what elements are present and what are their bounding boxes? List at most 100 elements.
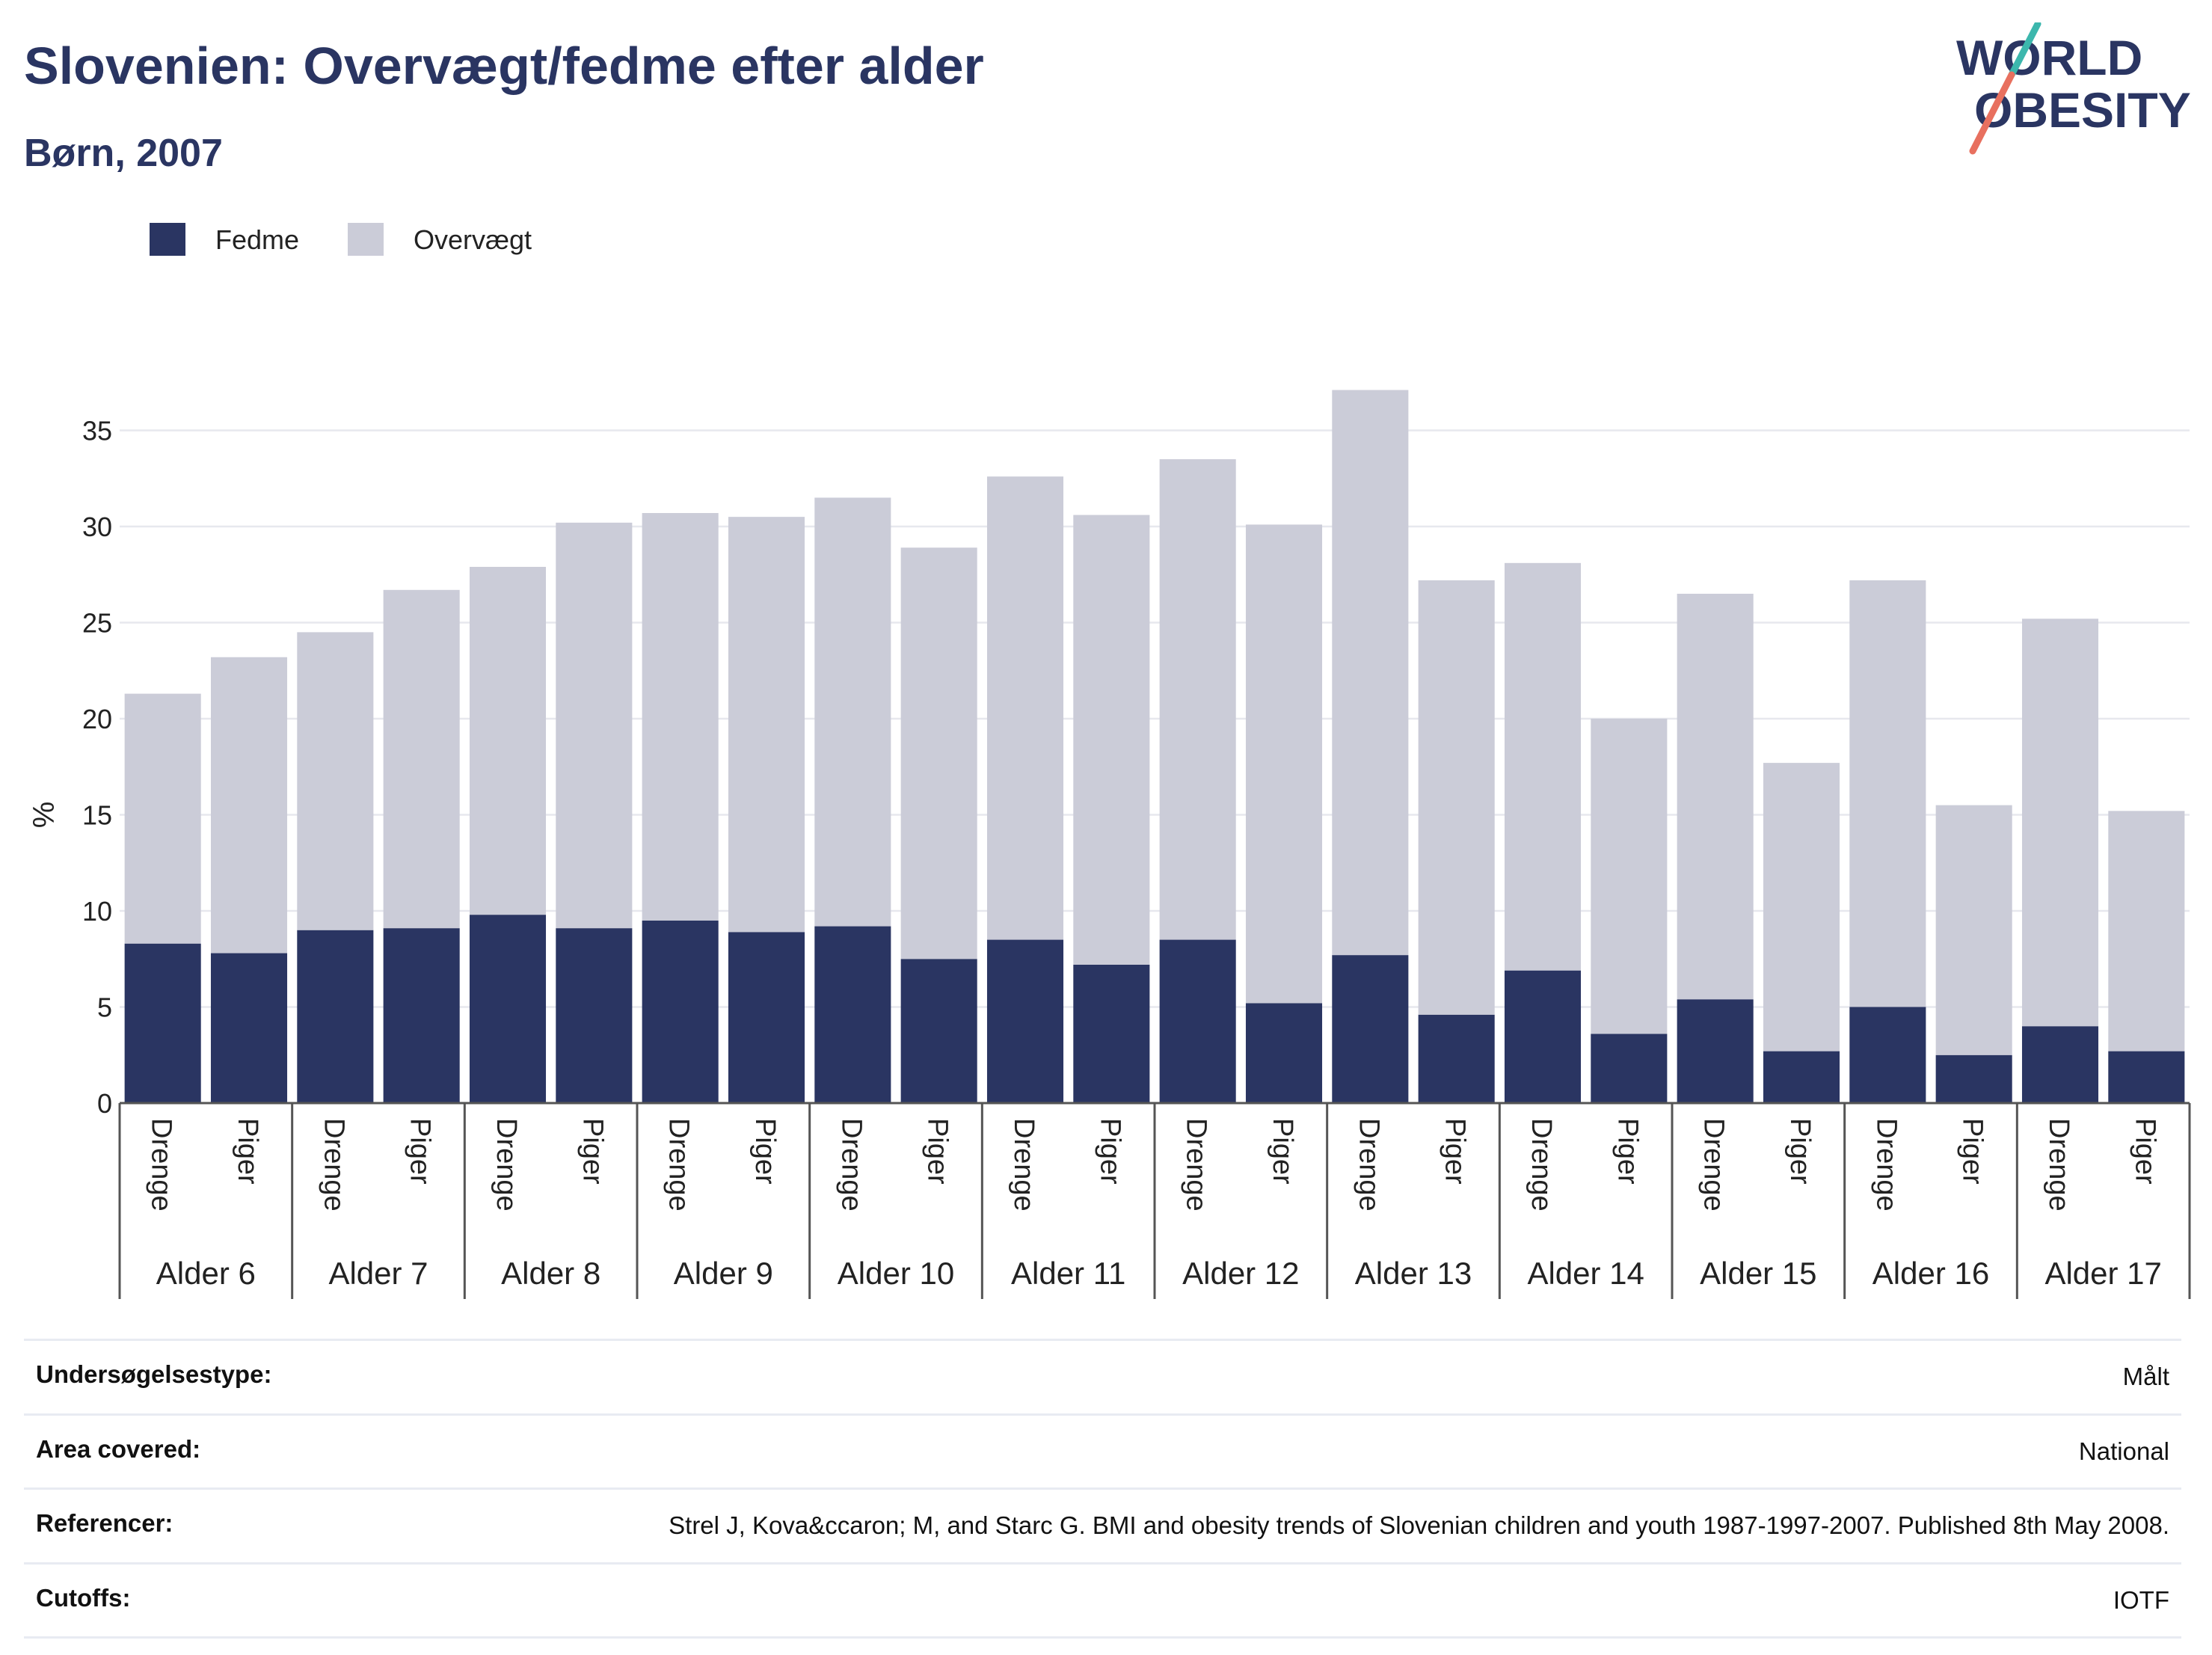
bar-overvaegt-alder-10-drenge [814,497,891,927]
x-sub-label: Piger [1440,1118,1471,1185]
bar-overvaegt-alder-17-drenge [2021,618,2099,1027]
metadata-row: Area covered: National [24,1413,2181,1489]
bar-overvaegt-alder-14-drenge [1504,562,1582,971]
metadata-label: Cutoffs: [24,1562,347,1639]
metadata-value: IOTF [347,1562,2181,1639]
x-group-label: Alder 11 [1011,1256,1125,1291]
bar-fedme-alder-10-drenge [814,926,891,1103]
x-sub-label: Drenge [146,1118,177,1212]
bar-fedme-alder-16-piger [1935,1054,2012,1103]
bar-fedme-alder-12-drenge [1159,939,1236,1103]
x-group-label: Alder 13 [1355,1256,1472,1291]
metadata-value: Strel J, Kova&ccaron; M, and Starc G. BM… [347,1487,2181,1564]
y-axis-label: % [28,802,61,829]
legend-label-overvaegt: Overvægt [414,224,532,255]
bar-overvaegt-alder-8-drenge [469,566,547,915]
x-group-label: Alder 6 [156,1256,256,1291]
x-sub-label: Drenge [318,1118,349,1212]
x-group-label: Alder 9 [674,1256,773,1291]
x-group-label: Alder 8 [501,1256,600,1291]
logo-slash-teal [2008,22,2042,79]
bar-overvaegt-alder-12-drenge [1159,459,1236,940]
legend-label-fedme: Fedme [215,224,299,255]
x-sub-label: Drenge [1353,1118,1384,1212]
bar-fedme-alder-13-piger [1418,1014,1495,1103]
bar-overvaegt-alder-17-piger [2108,811,2185,1051]
x-group-label: Alder 15 [1700,1256,1816,1291]
chart-title: Slovenien: Overvægt/fedme efter alder [24,37,984,95]
y-tick-label: 25 [82,608,112,639]
bar-overvaegt-alder-13-drenge [1332,390,1409,956]
bar-overvaegt-alder-15-piger [1763,763,1840,1051]
bar-fedme-alder-16-drenge [1849,1007,1926,1103]
y-axis: 0 5 10 15 20 25 30 35% [28,416,112,1120]
bar-overvaegt-alder-8-piger [556,522,633,929]
stacked-bar-chart: Fedme Overvægt 0 5 10 15 20 25 30 35% Drenge Pige… [28,223,2191,1299]
metadata-label: Undersøgelsestype: [24,1339,347,1415]
x-group-label: Alder 17 [2044,1256,2161,1291]
bar-fedme-alder-17-piger [2108,1051,2185,1103]
x-sub-label: Piger [1957,1118,1988,1185]
metadata-label: Referencer: [24,1487,347,1564]
metadata-table: Undersøgelsestype: Målt Area covered: Natio… [24,1339,2181,1639]
bar-overvaegt-alder-7-piger [383,589,460,929]
x-sub-label: Drenge [1181,1118,1212,1212]
metadata-value: National [347,1413,2181,1489]
x-sub-label: Piger [1094,1118,1125,1185]
bar-fedme-alder-12-piger [1245,1003,1323,1103]
bar-overvaegt-alder-15-drenge [1677,593,1754,1000]
x-sub-label: Drenge [1008,1118,1039,1212]
bar-fedme-alder-9-piger [728,932,805,1103]
bar-fedme-alder-9-drenge [642,920,719,1103]
chart-subtitle: Børn, 2007 [24,132,223,175]
bar-overvaegt-alder-10-piger [900,547,977,959]
x-sub-label: Piger [2129,1118,2160,1185]
x-sub-label: Drenge [491,1118,522,1212]
grid-lines [120,429,2190,1008]
x-group-label: Alder 10 [838,1256,954,1291]
logo-line2: OBESITY [1974,82,2191,138]
bar-overvaegt-alder-11-piger [1073,515,1150,965]
x-sub-label: Piger [922,1118,953,1185]
bar-overvaegt-alder-16-piger [1935,805,2012,1055]
bar-fedme-alder-8-drenge [469,915,547,1103]
metadata-row: Referencer: Strel J, Kova&ccaron; M, and … [24,1487,2181,1564]
bar-overvaegt-alder-16-drenge [1849,580,1926,1007]
y-tick-label: 10 [82,896,112,927]
bar-fedme-alder-11-piger [1073,964,1150,1103]
bar-fedme-alder-15-drenge [1677,999,1754,1103]
x-axis: Drenge Piger Drenge Piger Drenge Piger Drenge P… [118,1102,2191,1299]
x-group-label: Alder 14 [1527,1256,1644,1291]
bar-fedme-alder-8-piger [556,928,633,1103]
x-sub-label: Piger [1612,1118,1643,1185]
logo-slash-coral [1969,71,2015,155]
bar-overvaegt-alder-12-piger [1245,524,1323,1004]
bar-fedme-alder-14-drenge [1504,970,1582,1103]
logo-line1: WORLD [1956,30,2142,85]
x-sub-label: Drenge [1526,1118,1557,1212]
x-group-label: Alder 12 [1182,1256,1299,1291]
x-sub-label: Drenge [1698,1118,1730,1212]
bar-fedme-alder-7-piger [383,928,460,1103]
x-sub-label: Piger [749,1118,781,1185]
bar-overvaegt-alder-6-drenge [124,693,201,944]
x-sub-label: Drenge [835,1118,867,1212]
chart-legend: Fedme Overvægt [150,223,532,256]
metadata-value: Målt [347,1339,2181,1415]
metadata-row: Cutoffs: IOTF [24,1562,2181,1639]
y-tick-label: 30 [82,512,112,542]
legend-swatch-overvaegt [348,223,384,256]
bars [124,390,2185,1103]
x-group-label: Alder 16 [1872,1256,1989,1291]
y-tick-label: 20 [82,704,112,734]
bar-overvaegt-alder-13-piger [1418,580,1495,1015]
bar-overvaegt-alder-9-piger [728,517,805,933]
bar-fedme-alder-7-drenge [297,930,374,1103]
x-sub-label: Drenge [2043,1118,2074,1212]
legend-swatch-fedme [150,223,185,256]
x-sub-label: Drenge [1870,1118,1902,1212]
bar-fedme-alder-6-piger [210,953,288,1103]
x-sub-label: Drenge [663,1118,695,1212]
x-sub-label: Piger [1784,1118,1816,1185]
bar-fedme-alder-14-piger [1591,1034,1668,1103]
